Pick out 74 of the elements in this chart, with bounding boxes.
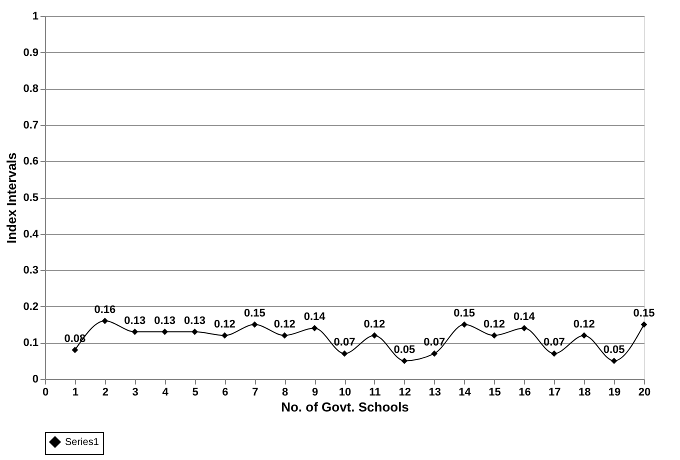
point bbox=[102, 318, 108, 324]
data-label: 0.12 bbox=[484, 318, 505, 330]
y-tick-label: 0.9 bbox=[23, 46, 38, 59]
point bbox=[461, 321, 468, 328]
data-label: 0.12 bbox=[214, 318, 236, 330]
x-tick-label: 13 bbox=[428, 386, 441, 398]
x-tick-label: 4 bbox=[162, 386, 170, 398]
x-tick-label: 2 bbox=[102, 386, 108, 398]
data-label: 0.13 bbox=[184, 314, 206, 327]
x-tick-label: 10 bbox=[338, 386, 352, 398]
data-label: 0.16 bbox=[94, 304, 116, 316]
point bbox=[162, 328, 168, 335]
y-tick-label: 1 bbox=[32, 10, 38, 22]
x-tick-label: 5 bbox=[192, 386, 198, 398]
data-label: 0.14 bbox=[304, 311, 326, 324]
x-tick-label: 8 bbox=[282, 386, 288, 398]
data-label: 0.14 bbox=[513, 311, 536, 324]
y-tick-label: 0.6 bbox=[23, 156, 38, 168]
point bbox=[222, 332, 228, 339]
point bbox=[491, 332, 498, 339]
x-tick-label: 12 bbox=[398, 386, 412, 398]
y-tick-label: 0.7 bbox=[23, 119, 38, 132]
point bbox=[281, 332, 288, 339]
x-tick-label: 11 bbox=[369, 386, 381, 398]
x-tick-label: 1 bbox=[72, 386, 79, 398]
data-label: 0.05 bbox=[394, 344, 416, 356]
data-label: 0.07 bbox=[543, 336, 565, 349]
point bbox=[550, 350, 558, 357]
x-axis-title: No. of Govt. Schools bbox=[281, 400, 409, 414]
x-tick-label: 19 bbox=[608, 386, 621, 398]
point bbox=[311, 325, 318, 332]
data-label: 0.07 bbox=[424, 336, 446, 349]
y-tick-label: 0.2 bbox=[23, 300, 38, 313]
x-tick-label: 6 bbox=[222, 386, 228, 398]
data-label: 0.13 bbox=[124, 314, 146, 327]
y-tick-label: 0.8 bbox=[23, 83, 38, 96]
data-label: 0.12 bbox=[573, 318, 595, 330]
point bbox=[192, 328, 198, 335]
y-tick-label: 0.1 bbox=[23, 337, 38, 350]
x-tick-label: 16 bbox=[518, 386, 531, 398]
data-label: 0.15 bbox=[633, 308, 655, 320]
data-label: 0.07 bbox=[334, 336, 356, 349]
y-tick-label: 0.5 bbox=[23, 192, 38, 204]
y-tick-label: 0.4 bbox=[23, 228, 40, 240]
point bbox=[580, 332, 588, 339]
x-tick-label: 20 bbox=[638, 386, 651, 398]
x-tick-label: 14 bbox=[458, 386, 472, 398]
legend-label: Series1 bbox=[65, 437, 100, 448]
point bbox=[521, 325, 528, 332]
data-label: 0.12 bbox=[364, 318, 386, 330]
data-label: 0.05 bbox=[603, 344, 625, 356]
data-label: 0.15 bbox=[454, 308, 476, 320]
x-tick-label: 17 bbox=[548, 386, 561, 398]
point bbox=[371, 332, 378, 339]
x-tick-label: 9 bbox=[312, 386, 318, 398]
point bbox=[251, 321, 258, 328]
data-label: 0.13 bbox=[154, 314, 176, 327]
x-tick-label: 3 bbox=[132, 386, 138, 398]
point bbox=[640, 321, 648, 328]
point bbox=[132, 328, 138, 335]
x-tick-label: 0 bbox=[42, 386, 49, 398]
point bbox=[610, 358, 618, 364]
data-label: 0.12 bbox=[274, 318, 296, 330]
data-label: 0.15 bbox=[244, 308, 266, 320]
point bbox=[431, 350, 438, 357]
point bbox=[401, 358, 408, 364]
x-tick-label: 7 bbox=[252, 386, 258, 398]
x-tick-label: 18 bbox=[578, 386, 591, 398]
y-tick-label: 0 bbox=[32, 374, 38, 386]
x-tick-label: 15 bbox=[488, 386, 501, 398]
point bbox=[72, 346, 78, 354]
point bbox=[341, 350, 348, 357]
y-axis-title: Index Intervals bbox=[4, 152, 20, 244]
y-tick-label: 0.3 bbox=[23, 264, 38, 277]
